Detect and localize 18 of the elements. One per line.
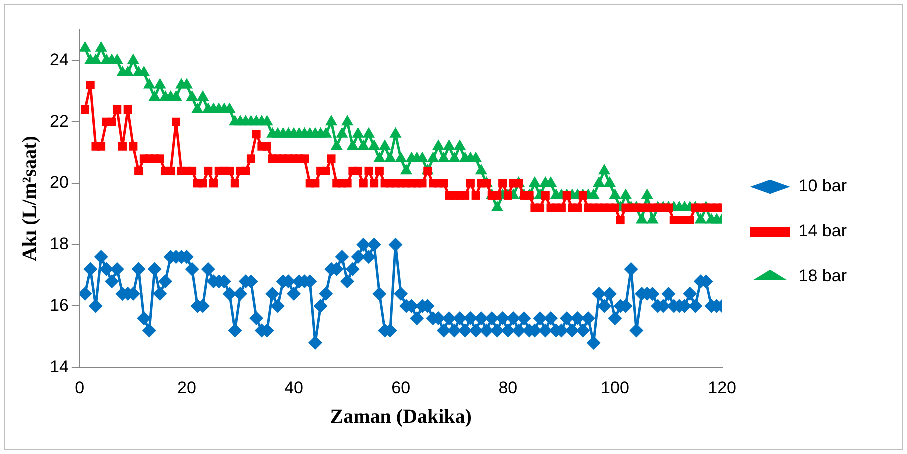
y-tick-label: 18 <box>50 234 69 254</box>
x-tick-label: 120 <box>708 378 736 398</box>
y-axis-title: Akı (L/m²saat) <box>19 136 42 262</box>
y-tick-label: 20 <box>50 173 69 192</box>
legend-label: 14 bar <box>798 222 848 241</box>
x-tick-label: 40 <box>284 378 304 398</box>
y-tick-label: 22 <box>50 112 69 131</box>
y-tick-label: 16 <box>50 296 69 315</box>
x-tick-label: 20 <box>178 378 196 398</box>
x-tick-label: 60 <box>392 378 411 398</box>
legend-label: 10 bar <box>798 176 848 196</box>
legend-label: 18 bar <box>798 266 848 286</box>
x-axis-title: Zaman (Dakika) <box>330 406 472 428</box>
y-tick-label: 24 <box>50 50 69 70</box>
x-tick-label: 80 <box>498 378 518 398</box>
y-tick-label: 14 <box>50 357 69 376</box>
x-tick-label: 0 <box>75 378 85 398</box>
x-tick-label: 100 <box>601 378 630 398</box>
